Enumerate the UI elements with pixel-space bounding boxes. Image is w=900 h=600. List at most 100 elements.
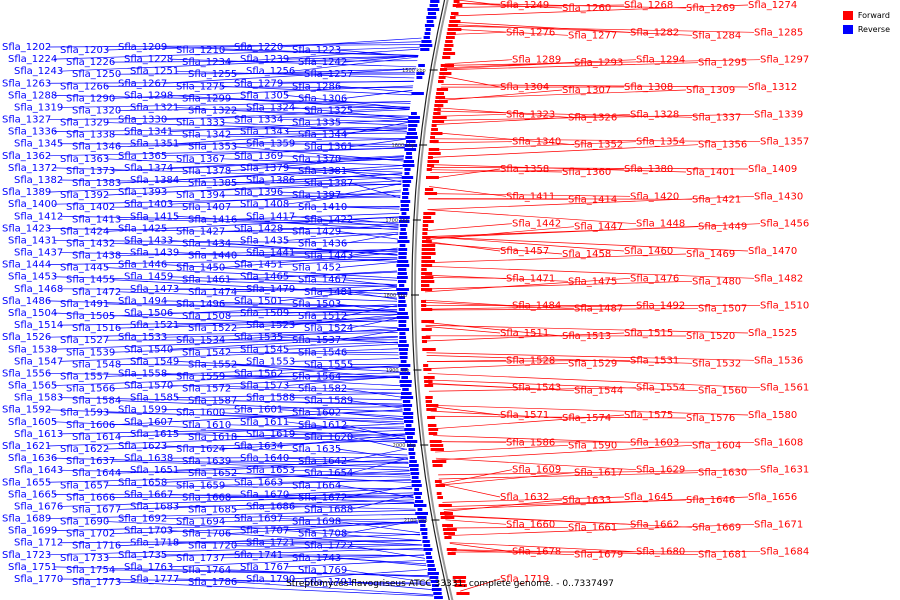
forward-feature bbox=[449, 20, 461, 23]
connector-line bbox=[279, 434, 406, 447]
connector-line bbox=[291, 143, 405, 148]
gene-label: Sfla_1629 bbox=[636, 465, 685, 476]
connector-line bbox=[59, 55, 419, 72]
gene-label: Sfla_1378 bbox=[182, 166, 231, 177]
connector-line bbox=[163, 183, 402, 193]
reverse-feature bbox=[404, 172, 410, 175]
gene-label: Sfla_1346 bbox=[72, 142, 121, 153]
connector-line bbox=[337, 261, 398, 268]
reverse-feature bbox=[426, 16, 437, 19]
connector-line bbox=[424, 280, 693, 290]
reverse-feature bbox=[422, 536, 428, 539]
connector-line bbox=[452, 21, 631, 33]
gene-label: Sfla_1433 bbox=[124, 235, 173, 246]
reverse-feature bbox=[409, 464, 419, 467]
connector-line bbox=[279, 155, 404, 161]
gene-label: Sfla_1651 bbox=[130, 465, 179, 476]
gene-label: Sfla_1436 bbox=[298, 238, 347, 249]
gene-label: Sfla_1460 bbox=[624, 246, 673, 257]
gene-label: Sfla_1446 bbox=[118, 260, 167, 271]
gene-label: Sfla_1467 bbox=[298, 275, 347, 286]
connector-line bbox=[163, 264, 398, 279]
connector-line bbox=[175, 70, 415, 79]
gene-label: Sfla_1434 bbox=[182, 238, 231, 249]
forward-feature bbox=[430, 444, 444, 447]
gene-label: Sfla_1523 bbox=[246, 320, 295, 331]
gene-label: Sfla_1589 bbox=[304, 396, 353, 407]
gene-label: Sfla_1457 bbox=[500, 246, 549, 257]
reverse-feature bbox=[397, 280, 407, 283]
forward-feature bbox=[444, 536, 452, 539]
forward-feature bbox=[421, 300, 427, 303]
reverse-feature bbox=[411, 92, 424, 95]
gene-label: Sfla_1372 bbox=[8, 163, 57, 174]
connector-line bbox=[349, 107, 410, 111]
gene-label: Sfla_1657 bbox=[60, 480, 109, 491]
connector-line bbox=[435, 444, 569, 453]
reverse-feature bbox=[397, 292, 408, 295]
connector-line bbox=[460, 578, 501, 592]
connector-line bbox=[443, 496, 749, 510]
gene-label: Sfla_1662 bbox=[630, 519, 679, 530]
connector-line bbox=[279, 191, 401, 196]
connector-line bbox=[285, 271, 398, 278]
connector-line bbox=[111, 134, 406, 139]
connector-line bbox=[450, 31, 507, 35]
gene-label: Sfla_1276 bbox=[506, 27, 555, 38]
gene-label: Sfla_1456 bbox=[760, 219, 809, 230]
connector-line bbox=[337, 85, 413, 93]
connector-line bbox=[59, 397, 402, 405]
connector-line bbox=[175, 361, 400, 372]
gene-label: Sfla_1543 bbox=[512, 383, 561, 394]
connector-line bbox=[53, 196, 401, 205]
connector-line bbox=[117, 320, 398, 329]
connector-line bbox=[53, 421, 406, 437]
gene-label: Sfla_1536 bbox=[754, 355, 803, 366]
forward-feature bbox=[428, 428, 439, 431]
gene-label: Sfla_1735 bbox=[118, 550, 167, 561]
gene-label: Sfla_1402 bbox=[66, 202, 115, 213]
reverse-feature bbox=[398, 324, 407, 327]
forward-feature bbox=[448, 24, 458, 27]
gene-label: Sfla_1359 bbox=[246, 139, 295, 150]
reverse-feature bbox=[423, 544, 431, 547]
gene-label: Sfla_1338 bbox=[66, 130, 115, 141]
gene-label: Sfla_1572 bbox=[182, 384, 231, 395]
gene-label: Sfla_1461 bbox=[182, 275, 231, 286]
connector-line bbox=[434, 132, 575, 146]
connector-line bbox=[337, 231, 399, 240]
forward-feature bbox=[453, 580, 466, 583]
reverse-feature bbox=[404, 148, 417, 151]
gene-label: Sfla_1411 bbox=[506, 191, 555, 202]
reverse-feature bbox=[426, 560, 434, 563]
connector-line bbox=[169, 530, 423, 546]
gene-label: Sfla_1773 bbox=[72, 577, 121, 588]
gene-label: Sfla_1720 bbox=[188, 541, 237, 552]
connector-line bbox=[59, 539, 422, 544]
gene-label: Sfla_1639 bbox=[182, 456, 231, 467]
reverse-feature bbox=[397, 272, 407, 275]
gene-label: Sfla_1702 bbox=[66, 529, 115, 540]
gene-label: Sfla_1672 bbox=[298, 492, 347, 503]
forward-feature bbox=[421, 284, 430, 287]
connector-line bbox=[47, 409, 404, 423]
gene-label: Sfla_1529 bbox=[568, 358, 617, 369]
connector-line bbox=[117, 533, 421, 547]
gene-label: Sfla_1255 bbox=[188, 69, 237, 80]
forward-feature bbox=[454, 584, 467, 587]
reverse-feature bbox=[430, 0, 440, 3]
gene-label: Sfla_1606 bbox=[66, 420, 115, 431]
connector-line bbox=[59, 252, 398, 259]
forward-feature bbox=[421, 264, 433, 267]
gene-label: Sfla_1285 bbox=[754, 27, 803, 38]
reverse-feature bbox=[404, 144, 418, 147]
connector-line bbox=[428, 193, 631, 197]
reverse-feature bbox=[406, 132, 418, 135]
gene-label: Sfla_1611 bbox=[240, 417, 289, 428]
gene-label: Sfla_1698 bbox=[292, 517, 341, 528]
reverse-feature bbox=[403, 160, 415, 163]
gene-label: Sfla_1481 bbox=[304, 287, 353, 298]
gene-label: Sfla_1604 bbox=[692, 440, 741, 451]
forward-feature bbox=[435, 484, 446, 487]
connector-line bbox=[426, 355, 693, 364]
